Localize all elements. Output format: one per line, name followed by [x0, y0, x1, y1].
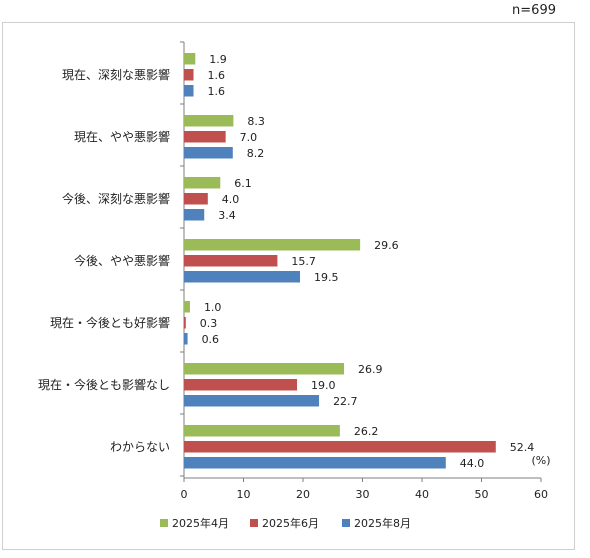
bar	[184, 379, 298, 391]
value-label: 29.6	[374, 239, 399, 252]
category-label: わからない	[110, 440, 170, 454]
bar	[184, 115, 234, 127]
bar	[184, 363, 345, 375]
bar	[184, 301, 190, 313]
x-tick-label: 0	[181, 488, 188, 501]
category-label: 現在・今後とも影響なし	[38, 377, 170, 392]
bar	[184, 177, 221, 189]
legend-swatch	[160, 519, 168, 527]
category-label: 今後、深刻な悪影響	[62, 191, 170, 206]
value-label: 44.0	[460, 457, 485, 470]
bar	[184, 333, 188, 345]
value-label: 0.6	[202, 333, 220, 346]
bar	[184, 209, 205, 221]
category-label: 今後、やや悪影響	[74, 253, 170, 268]
x-tick-label: 10	[237, 488, 251, 501]
chart-frame	[2, 22, 575, 550]
bar	[184, 271, 301, 283]
value-label: 1.9	[209, 53, 227, 66]
value-label: 19.0	[311, 379, 336, 392]
bar	[184, 131, 226, 143]
category-label: 現在・今後とも好影響	[50, 315, 170, 330]
legend-swatch	[250, 519, 258, 527]
bar	[184, 69, 194, 81]
bar	[184, 193, 208, 205]
legend-swatch	[342, 519, 350, 527]
bar	[184, 239, 361, 251]
bar	[184, 255, 278, 267]
value-label: 19.5	[314, 271, 339, 284]
bar	[184, 425, 340, 437]
bar	[184, 53, 196, 65]
category-label: 現在、やや悪影響	[74, 129, 170, 144]
bar	[184, 457, 446, 469]
value-label: 6.1	[234, 177, 252, 190]
value-label: 1.0	[204, 301, 222, 314]
legend-label: 2025年4月	[172, 516, 229, 530]
bar	[184, 441, 496, 453]
bar	[184, 395, 320, 407]
category-label: 現在、深刻な悪影響	[62, 67, 170, 82]
value-label: 1.6	[208, 85, 226, 98]
value-label: 3.4	[218, 209, 236, 222]
value-label: 8.3	[247, 115, 265, 128]
bar	[184, 147, 233, 159]
value-label: 8.2	[247, 147, 264, 160]
x-tick-label: 60	[534, 488, 548, 501]
x-tick-label: 50	[475, 488, 489, 501]
unit-label: (%)	[531, 454, 550, 467]
value-label: 26.2	[354, 425, 379, 438]
value-label: 1.6	[208, 69, 226, 82]
value-label: 22.7	[333, 395, 358, 408]
sample-size-label: n=699	[512, 3, 556, 18]
value-label: 15.7	[291, 255, 316, 268]
bar	[184, 317, 186, 329]
value-label: 7.0	[240, 131, 258, 144]
value-label: 0.3	[200, 317, 218, 330]
x-tick-label: 30	[356, 488, 370, 501]
value-label: 52.4	[510, 441, 535, 454]
x-tick-label: 40	[415, 488, 429, 501]
value-label: 4.0	[222, 193, 240, 206]
legend-label: 2025年6月	[262, 516, 319, 530]
legend-label: 2025年8月	[354, 516, 411, 530]
bar	[184, 85, 194, 97]
x-tick-label: 20	[296, 488, 310, 501]
value-label: 26.9	[358, 363, 383, 376]
